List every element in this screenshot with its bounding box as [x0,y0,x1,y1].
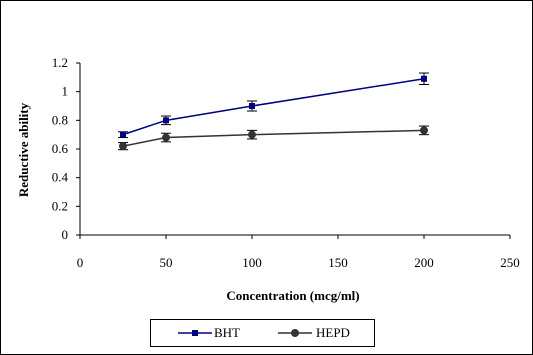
x-tick-label: 250 [500,255,520,270]
x-tick-label: 100 [242,255,262,270]
data-point-bht [163,117,169,124]
data-point-hepd [420,126,428,135]
data-point-hepd [162,133,170,142]
x-tick-label: 50 [160,255,173,270]
legend-marker-bht [192,330,198,336]
x-tick-label: 0 [77,255,84,270]
x-tick-label: 200 [414,255,434,270]
data-point-hepd [248,130,256,139]
legend-label-hepd: HEPD [316,325,350,340]
data-point-bht [120,131,126,138]
y-tick-label: 0.6 [52,141,69,156]
y-tick-label: 0.2 [52,198,68,213]
legend-label-bht: BHT [214,325,240,340]
y-tick-label: 1.2 [52,55,68,70]
x-axis-title: Concentration (mcg/ml) [226,288,359,303]
y-tick-label: 1 [62,84,69,99]
y-tick-label: 0.4 [52,170,69,185]
x-tick-group: 0 50 100 150 200 250 [77,235,520,270]
y-tick-label: 0.8 [52,112,68,127]
y-tick-group: 0 0.2 0.4 0.6 0.8 1 1.2 [52,55,80,242]
x-tick-label: 150 [328,255,348,270]
legend: BHT HEPD [150,319,375,347]
series-line-bht [122,78,425,136]
data-point-bht [249,103,255,109]
y-tick-label: 0 [62,227,69,242]
series-layer [118,72,429,151]
data-point-bht [421,75,427,82]
data-point-hepd [119,142,127,151]
y-axis-title: Reductive ability [16,102,31,197]
series-line-hepd [122,129,425,147]
legend-marker-hepd [291,329,299,337]
